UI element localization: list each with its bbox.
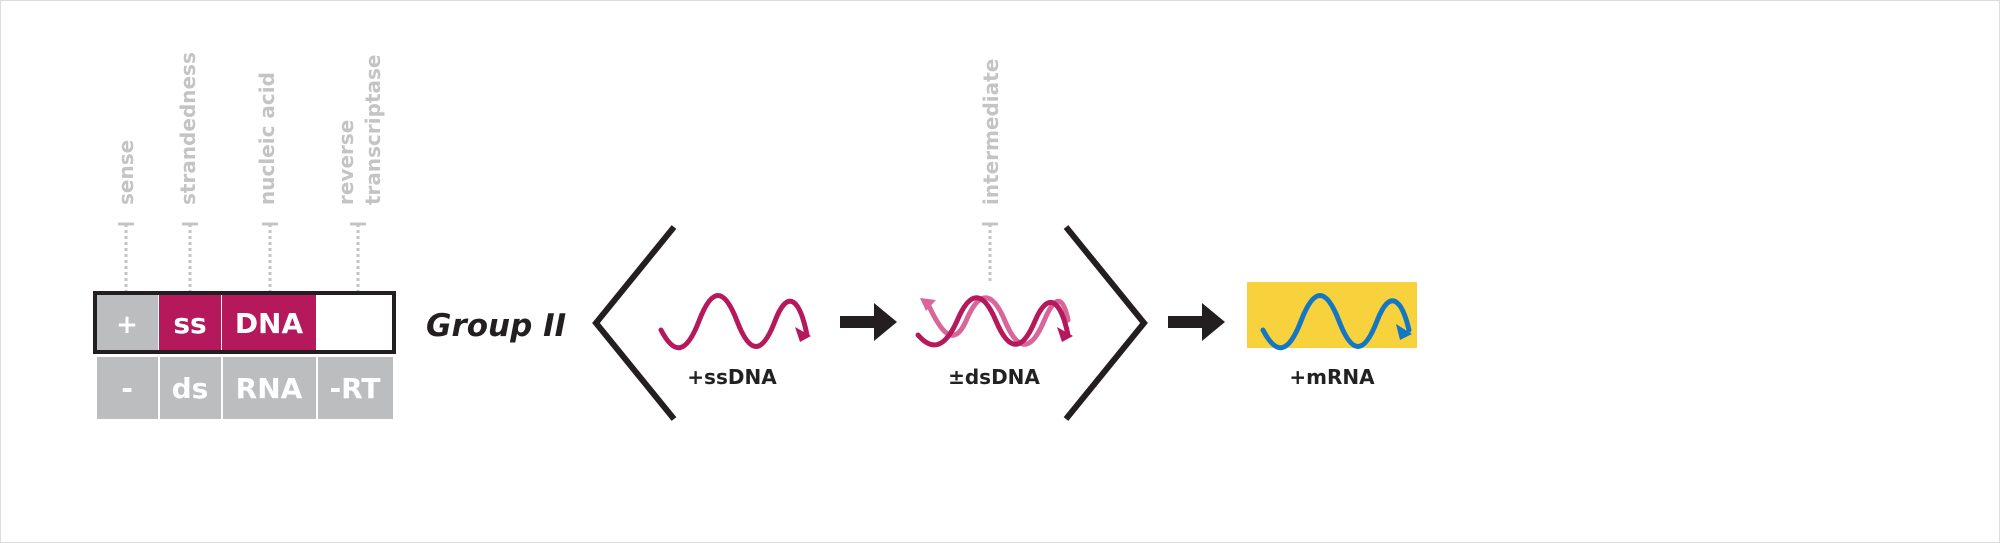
single-strand-wave-icon	[658, 293, 811, 351]
stage2-label: ±dsDNA	[948, 365, 1040, 389]
leader-strandedness	[182, 222, 198, 292]
leader-sense	[118, 222, 134, 292]
cell-sense-selected	[97, 295, 158, 350]
mrna-wave-icon	[1260, 293, 1412, 351]
category-label-strandedness: strandedness	[176, 52, 200, 205]
group-label: Group II	[426, 308, 566, 344]
stage1-label: +ssDNA	[687, 365, 777, 389]
annotation-intermediate: intermediate	[979, 59, 1003, 205]
selected-nucleic-acid-text: DNA	[235, 307, 304, 340]
arrow-right-icon	[840, 303, 897, 341]
selected-sense-text: +	[116, 310, 138, 340]
alt-nucleic-acid-text: RNA	[236, 372, 303, 405]
legend-alternative-row: - ds RNA -RT	[97, 357, 393, 419]
stage3-label: +mRNA	[1289, 365, 1375, 389]
category-leaders	[118, 222, 366, 292]
cell-rt-selected	[317, 295, 393, 350]
mrna-highlight-box	[1247, 282, 1417, 348]
alt-sense-text: -	[121, 372, 133, 405]
double-strand-wave-icon	[915, 295, 1073, 348]
right-angle-bracket	[1063, 225, 1148, 421]
cell-nucleic-acid-selected	[222, 295, 316, 350]
cell-strandedness-selected	[159, 295, 221, 350]
arrow-right-icon	[1168, 303, 1225, 341]
leader-rt	[350, 222, 366, 292]
stage2-annotation: intermediate	[979, 59, 1003, 282]
alt-strandedness-text: ds	[172, 372, 209, 405]
category-labels: sense strandedness nucleic acid reverse …	[114, 52, 385, 205]
category-label-rt-line2: transcriptase	[361, 55, 385, 205]
cell-nucleic-acid-alt	[223, 357, 316, 419]
alt-rt-text: -RT	[329, 372, 380, 405]
legend-selected-row: + ss DNA	[93, 291, 396, 354]
category-label-nucleic-acid: nucleic acid	[255, 72, 279, 205]
cell-rt-alt	[318, 357, 393, 419]
cell-sense-alt	[97, 357, 158, 419]
cell-strandedness-alt	[160, 357, 221, 419]
selected-row-border	[93, 291, 396, 354]
leader-nucleic-acid	[262, 222, 278, 292]
left-angle-bracket	[592, 225, 677, 421]
selected-strandedness-text: ss	[173, 307, 206, 340]
category-label-rt-line1: reverse	[334, 120, 358, 205]
category-label-sense: sense	[114, 140, 138, 205]
